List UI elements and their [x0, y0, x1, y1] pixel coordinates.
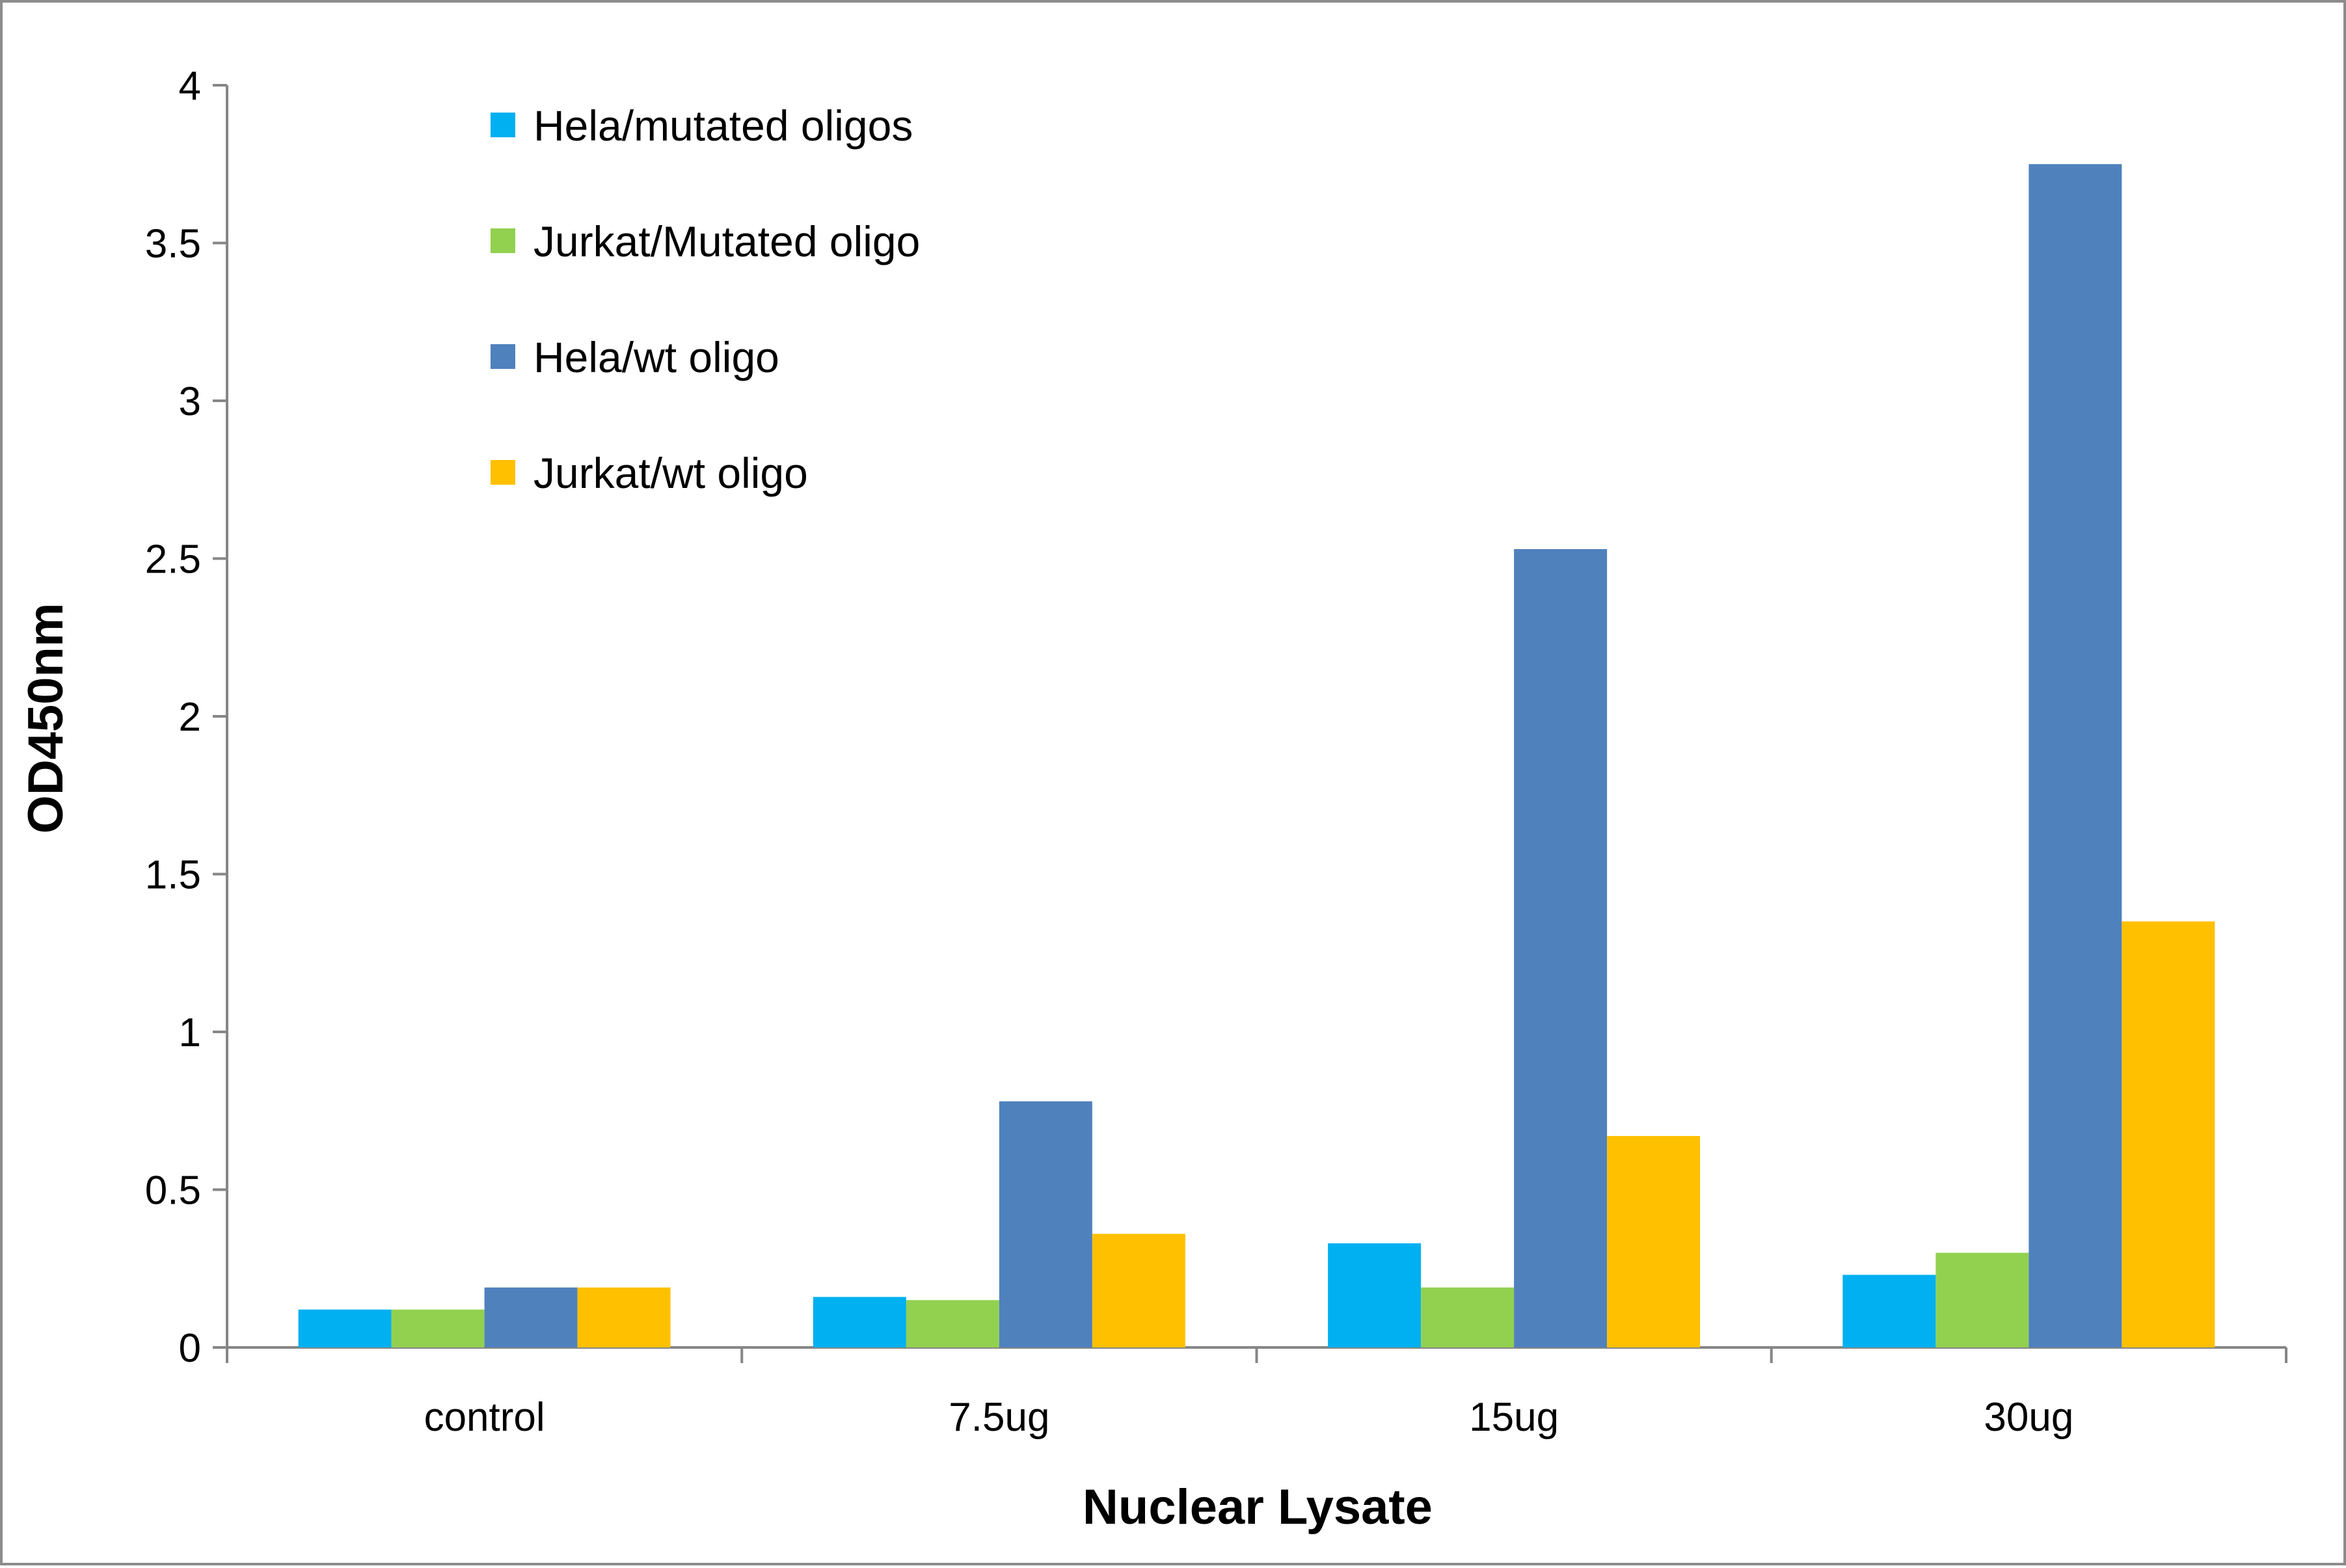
bar-hela-wt-oligo-30ug [2029, 164, 2122, 1347]
bar-hela-mutated-oligos-15ug [1328, 1243, 1422, 1347]
bar-hela-mutated-oligos-30ug [1842, 1275, 1936, 1347]
bar-jurkat-wt-oligo-control [577, 1287, 671, 1347]
x-axis-title: Nuclear Lysate [1083, 1480, 1433, 1535]
y-tick-label: 3.5 [145, 222, 201, 267]
bar-jurkat-mutated-oligo-30ug [1935, 1252, 2029, 1347]
bar-jurkat-wt-oligo-7-5ug [1092, 1234, 1185, 1347]
y-tick-label: 1.5 [145, 853, 201, 898]
plot-area: 0 0.5 1 1.5 2 2.5 3 3.5 4 control 7.5ug 15ug 30ug [145, 64, 2287, 1440]
legend-label: Hela/wt oligo [533, 333, 779, 381]
y-tick-label: 3 [179, 379, 201, 424]
legend-swatch [491, 113, 515, 137]
legend: Hela/mutated oligos Jurkat/Mutated oligo H… [491, 101, 920, 497]
y-tick-label: 2 [179, 695, 201, 740]
bar-jurkat-mutated-oligo-15ug [1421, 1287, 1515, 1347]
bar-hela-wt-oligo-7-5ug [999, 1101, 1092, 1347]
x-tick-label: 30ug [1984, 1395, 2073, 1440]
legend-label: Jurkat/wt oligo [533, 449, 808, 497]
bar-jurkat-mutated-oligo-control [391, 1309, 485, 1347]
legend-swatch [491, 344, 515, 369]
bar-hela-wt-oligo-15ug [1514, 548, 1608, 1348]
bar-jurkat-wt-oligo-15ug [1607, 1136, 1701, 1347]
legend-swatch [491, 228, 515, 253]
x-tick-label: 7.5ug [949, 1395, 1049, 1440]
bar-jurkat-mutated-oligo-7-5ug [906, 1300, 999, 1347]
legend-swatch [491, 460, 515, 485]
bar-hela-mutated-oligos-control [298, 1309, 392, 1347]
legend-label: Hela/mutated oligos [533, 101, 913, 150]
x-tick-label: 15ug [1469, 1395, 1559, 1440]
y-tick-label: 2.5 [145, 537, 201, 582]
y-tick-label: 1 [179, 1010, 201, 1055]
bar-chart: 0 0.5 1 1.5 2 2.5 3 3.5 4 control 7.5ug 15ug 30ug OD… [18, 64, 2287, 1535]
bar-hela-wt-oligo-control [484, 1287, 578, 1347]
y-tick-label: 0 [179, 1326, 201, 1371]
x-tick-label: control [424, 1395, 545, 1440]
legend-label: Jurkat/Mutated oligo [533, 217, 920, 265]
bar-jurkat-wt-oligo-30ug [2122, 921, 2215, 1347]
bar-hela-mutated-oligos-7-5ug [813, 1297, 906, 1347]
y-tick-label: 4 [179, 64, 201, 109]
y-tick-label: 0.5 [145, 1169, 201, 1213]
y-axis-title: OD450nm [18, 603, 74, 834]
